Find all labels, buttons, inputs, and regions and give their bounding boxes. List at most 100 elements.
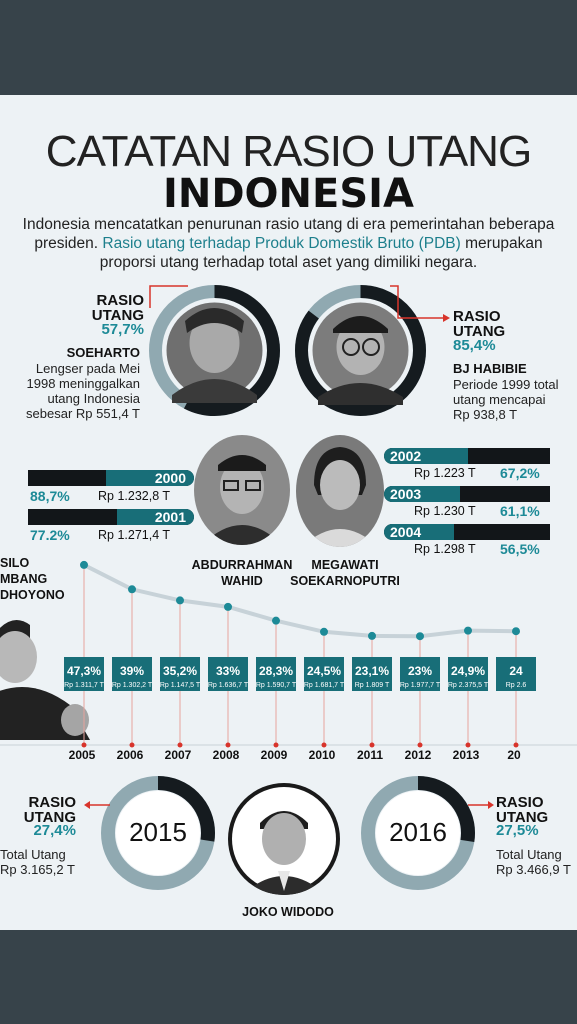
- habibie-ratio-label-2: UTANG: [453, 323, 506, 340]
- intro-line-2-end: merupakan: [460, 235, 543, 252]
- x-tick-label: 2006: [117, 748, 144, 762]
- amount-label: Rp 1.311,7 T: [64, 682, 105, 689]
- axis-marker: [81, 742, 87, 748]
- x-tick-label: 2005: [69, 748, 96, 762]
- jokowi-left-desc-1: Total Utang: [0, 847, 66, 862]
- soeharto-ratio-label: RASIO UTANG: [82, 293, 144, 323]
- axis-marker: [417, 742, 423, 748]
- value-label: 23%: [408, 664, 432, 678]
- wahid-bar-2001-amount: Rp 1.271,4 T: [98, 528, 171, 542]
- soeharto-desc: Lengser pada Mei 1998 meninggalkan utang…: [0, 361, 140, 421]
- soeharto-ratio-arc: [149, 285, 280, 416]
- jokowi-portrait: [228, 783, 340, 895]
- intro-line-2: presiden. Rasio utang terhadap Produk Do…: [0, 234, 577, 253]
- megawati-bar-2003-fill: [384, 486, 461, 502]
- data-point: [80, 560, 88, 569]
- jokowi-2015-ratio-arc: [101, 776, 215, 890]
- jokowi-left-pct: 27,4%: [33, 822, 76, 839]
- value-label: 24: [509, 664, 523, 678]
- megawati-name-2: SOEKARNOPUTRI: [290, 574, 400, 588]
- soeharto-ring: [149, 285, 280, 416]
- megawati-bar-2002-pct: 67,2%: [500, 465, 540, 481]
- intro-line-1: Indonesia mencatatkan penurunan rasio ut…: [22, 216, 555, 233]
- jokowi-left-ratio-label-2: UTANG: [23, 809, 76, 826]
- habibie-desc: Periode 1999 total utang mencapai Rp 938…: [453, 377, 559, 422]
- x-tick-label: 2008: [213, 748, 240, 762]
- habibie-portrait: [318, 316, 403, 405]
- megawati-bar-2003-pct: 61,1%: [500, 503, 540, 519]
- wahid-name-1: ABDURRAHMAN: [191, 558, 293, 572]
- value-label-box: [208, 657, 248, 691]
- value-label-box: [160, 657, 200, 691]
- soeharto-desc-2: 1998 meninggalkan: [26, 376, 140, 391]
- axis-marker: [369, 742, 375, 748]
- data-point: [464, 626, 472, 635]
- jokowi-name: JOKO WIDODO: [242, 905, 334, 919]
- value-label: 35,2%: [163, 664, 197, 678]
- megawati-bar-2004-fill: [384, 524, 455, 540]
- megawati-bar-2003-amount: Rp 1.230 T: [414, 504, 476, 518]
- x-tick-label: 2010: [309, 748, 336, 762]
- title-line-1: CATATAN RASIO UTANG: [45, 127, 532, 176]
- wahid-bar-2001-year: 2001: [154, 509, 186, 525]
- data-point: [416, 632, 424, 641]
- x-tick-label: 20: [507, 748, 521, 762]
- megawati-bar-2004-year: 2004: [390, 524, 422, 540]
- megawati-bar-2002-fill: [384, 448, 468, 464]
- series-line: [82, 562, 518, 639]
- jokowi-right-desc-2: Rp 3.466,9 T: [496, 862, 571, 877]
- soeharto-portrait: [172, 308, 257, 403]
- intro-paragraph: Indonesia mencatatkan penurunan rasio ut…: [0, 215, 577, 272]
- value-label: 23,1%: [355, 664, 389, 678]
- jokowi-2015-year: 2015: [129, 817, 187, 847]
- megawati-bar-2004-amount: Rp 1.298 T: [414, 542, 476, 556]
- amount-label: Rp 1.302,2 T: [112, 682, 153, 689]
- amount-label: Rp 1.147,5 T: [160, 682, 201, 689]
- axis-marker: [129, 742, 135, 748]
- amount-label: Rp 1.636,7 T: [208, 682, 249, 689]
- wahid-bar-2001: 2001: [28, 509, 194, 525]
- jokowi-left-ratio-label: RASIO UTANG: [10, 795, 76, 825]
- amount-label: Rp 1.681,7 T: [304, 682, 345, 689]
- sby-name-1: SILO: [0, 556, 30, 570]
- x-tick-label: 2011: [357, 748, 383, 762]
- axis-marker: [321, 742, 327, 748]
- megawati-bar-2002-amount: Rp 1.223 T: [414, 466, 476, 480]
- jokowi-right-ratio-label: RASIO UTANG: [496, 795, 548, 825]
- axis-marker: [177, 742, 183, 748]
- axis-marker: [513, 742, 519, 748]
- x-tick-label: 2009: [261, 748, 288, 762]
- habibie-ring: [295, 285, 426, 416]
- jokowi-2015-ring: [101, 776, 215, 890]
- jokowi-left-pointer: [84, 801, 110, 809]
- jokowi-2016-ring: [361, 776, 475, 890]
- data-point: [128, 585, 136, 594]
- habibie-ratio-label-1: RASIO: [453, 308, 501, 325]
- jokowi-right-ratio-label-2: UTANG: [496, 809, 549, 826]
- axis-marker: [273, 742, 279, 748]
- habibie-desc-3: Rp 938,8 T: [453, 407, 518, 422]
- title-line-2: INDONESIA: [162, 171, 414, 217]
- value-label-box: [400, 657, 440, 691]
- sby-name: SILO MBANG DHOYONO: [0, 555, 65, 603]
- x-tick-label: 2007: [165, 748, 192, 762]
- wahid-name: ABDURRAHMAN WAHID: [168, 557, 316, 589]
- megawati-bar-2002: 2002: [384, 448, 550, 464]
- value-label: 39%: [120, 664, 144, 678]
- data-point: [272, 616, 280, 625]
- amount-label: Rp 2.375,5 T: [448, 682, 489, 689]
- wahid-bar-2000: 2000: [28, 470, 194, 486]
- value-label-box: [448, 657, 488, 691]
- jokowi-left-desc: Total Utang Rp 3.165,2 T: [0, 847, 75, 877]
- value-label-box: [64, 657, 104, 691]
- soeharto-ratio-label-1: RASIO: [96, 292, 144, 309]
- value-label: 47,3%: [67, 664, 101, 678]
- jokowi-right-desc-1: Total Utang: [496, 847, 562, 862]
- megawati-bar-2004-pct: 56,5%: [500, 541, 540, 557]
- data-point: [512, 627, 520, 636]
- megawati-bar-2003-year: 2003: [390, 486, 422, 502]
- jokowi-right-pointer: [468, 801, 494, 809]
- soeharto-ratio-label-2: UTANG: [91, 307, 144, 324]
- megawati-portrait: [296, 435, 384, 547]
- value-label-box: [256, 657, 296, 691]
